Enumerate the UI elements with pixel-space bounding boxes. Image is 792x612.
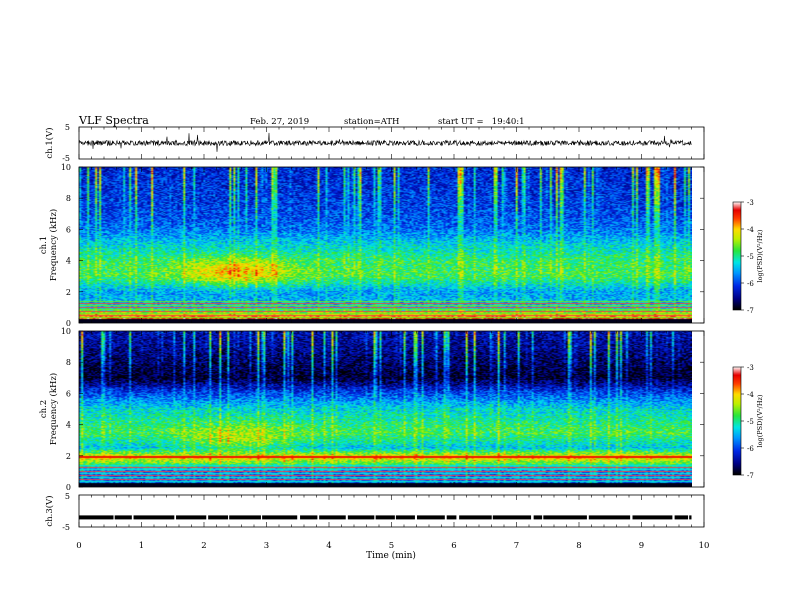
ch3-pulse-segment bbox=[689, 515, 692, 520]
spectrogram-ytick-label: 6 bbox=[66, 225, 71, 234]
ch2-spectrogram-image bbox=[79, 331, 692, 487]
colorbar-tick-label: -5 bbox=[747, 253, 754, 261]
colorbar-tick-label: -6 bbox=[747, 280, 754, 288]
spectrogram-ytick-label: 2 bbox=[66, 288, 71, 297]
x-tick-label: 10 bbox=[699, 541, 710, 551]
spectrogram-ytick-label: 8 bbox=[66, 358, 71, 367]
ch3-pulse-train bbox=[79, 515, 692, 520]
ch3-ytick-bottom: -5 bbox=[62, 523, 70, 532]
ch3-pulse-segment bbox=[208, 515, 229, 520]
ch3-pulse-segment bbox=[588, 515, 631, 520]
x-tick-label: 6 bbox=[451, 541, 456, 551]
colorbar-tick-label: -6 bbox=[747, 445, 754, 453]
ch3-pulse-segment bbox=[632, 515, 673, 520]
x-tick-label: 1 bbox=[139, 541, 144, 551]
ch3-pulse-segment bbox=[416, 515, 445, 520]
ch1-spectrogram-ylabel-frequency: Frequency (kHz) bbox=[48, 209, 59, 281]
ch3-pulse-segment bbox=[533, 515, 543, 520]
spectrogram-ytick-label: 0 bbox=[66, 319, 71, 328]
ch3-pulse-segment bbox=[395, 515, 415, 520]
colorbar-tick-label: -3 bbox=[747, 199, 754, 207]
ch2-spectrogram-yticks: 0 2 4 6 8 10 bbox=[61, 327, 704, 492]
ch3-pulse-segment bbox=[79, 515, 114, 520]
x-axis-tick-labels: 0 1 2 3 4 5 6 7 8 9 10 bbox=[76, 541, 709, 551]
ch3-ylabel: ch.3(V) bbox=[44, 495, 55, 526]
time-axis-ticks bbox=[78, 127, 705, 527]
spectrogram-ytick-label: 2 bbox=[66, 452, 71, 461]
x-tick-label: 3 bbox=[264, 541, 269, 551]
start-time-label: start UT = 19:40:1 bbox=[438, 117, 525, 127]
ch2-spectrogram-ylabel-frequency: Frequency (kHz) bbox=[48, 373, 59, 445]
x-tick-label: 7 bbox=[514, 541, 519, 551]
ch1-ytick-top: 5 bbox=[65, 123, 70, 132]
ch1-ytick-bottom: -5 bbox=[62, 154, 70, 163]
spectrogram-ytick-label: 10 bbox=[61, 163, 71, 172]
spectrogram-ytick-label: 4 bbox=[66, 421, 71, 430]
ch3-pulse-segment bbox=[375, 515, 395, 520]
colorbar-tick-label: -3 bbox=[747, 364, 754, 372]
colorbar-tick-label: -7 bbox=[747, 472, 754, 480]
ch3-pulse-segment bbox=[674, 515, 689, 520]
ch3-pulse-segment bbox=[319, 515, 346, 520]
ch2-colorbar: -3 -4 -5 -6 -7 log(PSD)(V²/Hz) bbox=[732, 364, 764, 480]
spectrogram-ytick-label: 6 bbox=[66, 389, 71, 398]
x-tick-label: 9 bbox=[639, 541, 644, 551]
ch3-pulse-segment bbox=[229, 515, 261, 520]
ch1-colorbar-ticks: -3 -4 -5 -6 -7 bbox=[741, 199, 754, 315]
spectrogram-ytick-label: 8 bbox=[66, 194, 71, 203]
ch3-pulse-segment bbox=[543, 515, 587, 520]
ch1-spectrogram-panel: 0 2 4 6 8 10 ch.1 Frequency (kHz) bbox=[39, 163, 705, 328]
x-tick-label: 8 bbox=[576, 541, 581, 551]
colorbar-tick-label: -4 bbox=[747, 226, 754, 234]
ch3-pulse-segment bbox=[459, 515, 492, 520]
colorbar-tick-label: -4 bbox=[747, 391, 754, 399]
ch1-colorbar: -3 -4 -5 -6 -7 log(PSD)(V²/Hz) bbox=[732, 199, 764, 315]
ch1-ylabel: ch.1(V) bbox=[44, 127, 55, 158]
ch3-pulse-segment bbox=[262, 515, 298, 520]
ch3-pulse-segment bbox=[114, 515, 132, 520]
x-tick-label: 0 bbox=[76, 541, 81, 551]
colorbar-tick-label: -7 bbox=[747, 307, 754, 315]
date-label: Feb. 27, 2019 bbox=[250, 117, 309, 127]
chart-title: VLF Spectra bbox=[78, 114, 149, 127]
spectrogram-ytick-label: 0 bbox=[66, 483, 71, 492]
ch2-spectrogram-panel: 0 2 4 6 8 10 ch.2 Frequency (kHz) bbox=[39, 327, 705, 492]
ch3-pulse-segment bbox=[492, 515, 532, 520]
ch3-pulse-segment bbox=[176, 515, 207, 520]
ch1-panel: 5 -5 ch.1(V) bbox=[44, 123, 705, 163]
station-label: station=ATH bbox=[344, 117, 399, 127]
x-tick-label: 4 bbox=[326, 541, 331, 551]
ch3-pulse-segment bbox=[133, 515, 175, 520]
ch1-colorbar-label: log(PSD)(V²/Hz) bbox=[756, 229, 764, 282]
x-tick-label: 2 bbox=[201, 541, 206, 551]
ch3-pulse-segment bbox=[347, 515, 375, 520]
ch2-colorbar-ticks: -3 -4 -5 -6 -7 bbox=[741, 364, 754, 480]
ch1-spectrogram-yticks: 0 2 4 6 8 10 bbox=[61, 163, 704, 328]
ch2-spectrogram-ylabel-channel: ch.2 bbox=[39, 400, 49, 418]
ch3-ytick-top: 5 bbox=[65, 492, 70, 501]
ch1-waveform-line bbox=[78, 132, 692, 152]
ch3-pulse-segment bbox=[300, 515, 318, 520]
ch3-pulse-segment bbox=[446, 515, 457, 520]
ch1-spectrogram-ylabel-channel: ch.1 bbox=[39, 236, 49, 254]
ch2-colorbar-label: log(PSD)(V²/Hz) bbox=[756, 394, 764, 447]
ch1-colorbar-gradient bbox=[733, 202, 741, 310]
spectrogram-ytick-label: 10 bbox=[61, 327, 71, 336]
x-axis-label: Time (min) bbox=[366, 550, 416, 561]
x-tick-label: 5 bbox=[389, 541, 394, 551]
colorbar-tick-label: -5 bbox=[747, 418, 754, 426]
ch1-spectrogram-image bbox=[79, 167, 692, 323]
ch2-colorbar-gradient bbox=[733, 367, 741, 475]
spectrogram-ytick-label: 4 bbox=[66, 257, 71, 266]
ch3-panel: 5 -5 ch.3(V) bbox=[44, 492, 705, 532]
